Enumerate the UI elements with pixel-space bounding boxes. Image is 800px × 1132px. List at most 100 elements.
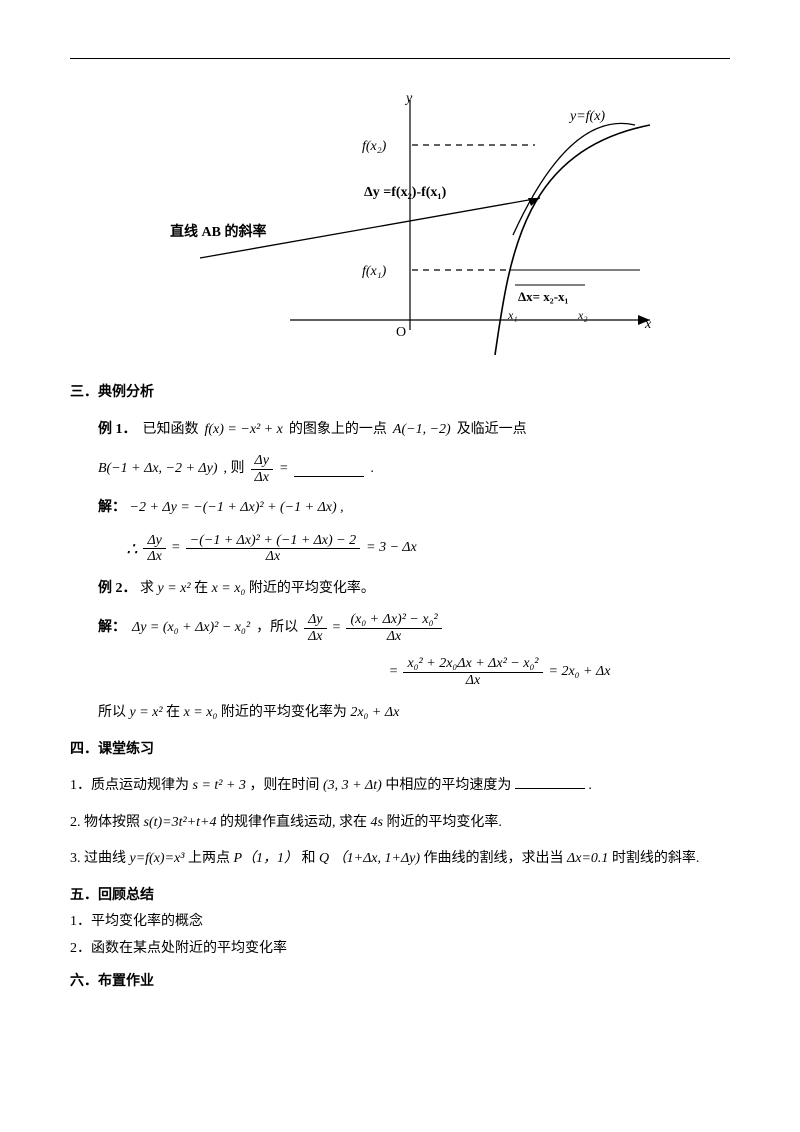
ex1-eq: = bbox=[279, 456, 288, 483]
curve-label: y=f(x) bbox=[570, 104, 605, 131]
q2-a: 2. 物体按照 bbox=[70, 815, 144, 830]
q2-at: 4s bbox=[370, 815, 382, 830]
eq-sign: = bbox=[390, 659, 398, 686]
example-1-line1: 例 1． 已知函数 f(x) = −x² + x 的图象上的一点 A(−1, −… bbox=[70, 417, 730, 444]
q1-c: 中相应的平均速度为 bbox=[385, 778, 515, 793]
ex1-point-a: A(−1, −2) bbox=[393, 417, 451, 444]
ex2-sol-frac1: (x₀ + Δx)² − x₀² Δx bbox=[346, 612, 441, 644]
ex2-con-fn: y = x² bbox=[130, 705, 163, 720]
q3-d: 时割线的斜率. bbox=[612, 851, 700, 866]
section-4-title: 四．课堂练习 bbox=[70, 737, 730, 764]
ex2-fn: y = x² bbox=[158, 581, 191, 596]
ex2-sol-frac2: x₀² + 2x₀Δx + Δx² − x₀² Δx bbox=[403, 656, 542, 688]
q1-fn: s = t² + 3 bbox=[193, 778, 246, 793]
dy-label: Δy =f(x₂)-f(x₁) bbox=[364, 180, 446, 207]
ex1-blank bbox=[294, 462, 364, 477]
q3-and: 和 bbox=[302, 851, 320, 866]
ex1-sol-result: = 3 − Δx bbox=[366, 535, 417, 562]
ex1-sol-dydx: Δy Δx bbox=[143, 533, 165, 565]
frac-num: x₀² + 2x₀Δx + Δx² − x₀² bbox=[403, 656, 542, 672]
exercise-1: 1．质点运动规律为 s = t² + 3 ，则在时间 (3, 3 + Δt) 中… bbox=[70, 773, 730, 800]
q2-c: 附近的平均变化率. bbox=[386, 815, 502, 830]
ex2-con-val: 2x₀ + Δx bbox=[350, 705, 399, 720]
ex2-at: x = x₀ bbox=[212, 581, 246, 596]
ex1-fn: f(x) = −x² + x bbox=[205, 417, 283, 444]
frac-num: −(−1 + Δx)² + (−1 + Δx) − 2 bbox=[186, 533, 360, 549]
frac-num: Δy bbox=[304, 612, 326, 628]
sol-label-1: 解： bbox=[98, 500, 126, 515]
q3-a: 3. 过曲线 bbox=[70, 851, 130, 866]
ex2-text-b: 在 bbox=[194, 581, 212, 596]
ex1-intro-c: 及临近一点 bbox=[457, 417, 527, 444]
dx-label: Δx= x₂-x₁ bbox=[518, 285, 568, 310]
summary-1: 1．平均变化率的概念 bbox=[70, 909, 730, 936]
q3-q: Q （1+Δx, 1+Δy) bbox=[319, 851, 420, 866]
ex1-label: 例 1． bbox=[98, 417, 137, 444]
frac-den: Δx bbox=[304, 629, 326, 644]
example-1-solution-2: ∴ Δy Δx = −(−1 + Δx)² + (−1 + Δx) − 2 Δx… bbox=[70, 532, 730, 566]
example-1-line2: B(−1 + Δx, −2 + Δy) , 则 Δy Δx = . bbox=[70, 453, 730, 485]
fx2-label: f(x₂) bbox=[362, 134, 386, 161]
example-2-line: 例 2． 求 y = x² 在 x = x₀ 附近的平均变化率。 bbox=[70, 576, 730, 603]
ex2-sol-dy: Δy = (x₀ + Δx)² − x₀² bbox=[132, 615, 250, 642]
q1-interval: (3, 3 + Δt) bbox=[323, 778, 382, 793]
q2-fn: s(t)=3t²+t+4 bbox=[144, 815, 217, 830]
example-1-solution-1: 解： −2 + Δy = −(−1 + Δx)² + (−1 + Δx) , bbox=[70, 495, 730, 522]
ex1-dy-dx-frac: Δy Δx bbox=[251, 453, 273, 485]
ex2-sol-result: = 2x₀ + Δx bbox=[549, 659, 611, 686]
ex2-con-c: 附近的平均变化率为 bbox=[221, 705, 351, 720]
ex2-dydx-frac: Δy Δx bbox=[304, 612, 326, 644]
rate-of-change-diagram: y x O y=f(x) f(x₂) f(x₁) Δy =f(x₂)-f(x₁)… bbox=[140, 90, 660, 370]
q1-period: . bbox=[588, 778, 592, 793]
exercise-3: 3. 过曲线 y=f(x)=x³ 上两点 P（1，1） 和 Q （1+Δx, 1… bbox=[70, 846, 730, 873]
slope-label: 直线 AB 的斜率 bbox=[170, 220, 266, 247]
ex2-con-a: 所以 bbox=[98, 705, 130, 720]
frac-den: Δx bbox=[346, 629, 441, 644]
therefore-symbol: ∴ bbox=[126, 532, 137, 566]
q3-dx: Δx=0.1 bbox=[567, 851, 608, 866]
example-2-solution-2: = x₀² + 2x₀Δx + Δx² − x₀² Δx = 2x₀ + Δx bbox=[70, 656, 730, 688]
frac-den: Δx bbox=[186, 549, 360, 564]
q1-a: 1．质点运动规律为 bbox=[70, 778, 193, 793]
example-2-solution-1: 解： Δy = (x₀ + Δx)² − x₀² ，所以 Δy Δx = (x₀… bbox=[70, 612, 730, 644]
ex2-label: 例 2． bbox=[98, 581, 137, 596]
ex1-then: , 则 bbox=[224, 456, 245, 483]
ex1-sol-line1: −2 + Δy = −(−1 + Δx)² + (−1 + Δx) , bbox=[130, 500, 344, 515]
ex2-text-c: 附近的平均变化率。 bbox=[249, 581, 375, 596]
q1-blank bbox=[515, 774, 585, 789]
eq-sign: = bbox=[333, 615, 341, 642]
q2-b: 的规律作直线运动, 求在 bbox=[220, 815, 371, 830]
frac-den: Δx bbox=[403, 673, 542, 688]
q3-fn: y=f(x)=x³ bbox=[130, 851, 185, 866]
ex1-intro-a: 已知函数 bbox=[143, 417, 199, 444]
page-top-rule bbox=[70, 58, 730, 59]
ex1-period: . bbox=[370, 456, 374, 483]
q1-b: ，则在时间 bbox=[249, 778, 323, 793]
frac-num: Δy bbox=[143, 533, 165, 549]
x-axis-label: x bbox=[645, 312, 651, 339]
ex1-point-b: B(−1 + Δx, −2 + Δy) bbox=[98, 456, 218, 483]
eq-sign: = bbox=[172, 535, 180, 562]
y-axis-label: y bbox=[406, 86, 412, 113]
sol-label-2: 解： bbox=[98, 615, 126, 642]
summary-2: 2．函数在某点处附近的平均变化率 bbox=[70, 936, 730, 963]
ex2-text-a: 求 bbox=[140, 581, 158, 596]
ex2-sol-so: ，所以 bbox=[256, 615, 298, 642]
exercise-2: 2. 物体按照 s(t)=3t²+t+4 的规律作直线运动, 求在 4s 附近的… bbox=[70, 810, 730, 837]
fx1-label: f(x₁) bbox=[362, 259, 386, 286]
ex2-con-b: 在 bbox=[166, 705, 184, 720]
section-6-title: 六．布置作业 bbox=[70, 969, 730, 996]
frac-den: Δx bbox=[143, 549, 165, 564]
section-3-title: 三．典例分析 bbox=[70, 380, 730, 407]
ex1-sol-expand: −(−1 + Δx)² + (−1 + Δx) − 2 Δx bbox=[186, 533, 360, 565]
frac-den: Δx bbox=[251, 470, 273, 485]
x1-tick-label: x₁ bbox=[508, 304, 518, 327]
ex1-intro-b: 的图象上的一点 bbox=[289, 417, 387, 444]
ex2-con-at: x = x₀ bbox=[184, 705, 218, 720]
q3-p: P（1，1） bbox=[233, 851, 298, 866]
q3-c: 作曲线的割线，求出当 bbox=[424, 851, 568, 866]
example-2-conclusion: 所以 y = x² 在 x = x₀ 附近的平均变化率为 2x₀ + Δx bbox=[70, 700, 730, 727]
frac-num: (x₀ + Δx)² − x₀² bbox=[346, 612, 441, 628]
origin-label: O bbox=[396, 320, 406, 347]
frac-num: Δy bbox=[251, 453, 273, 469]
